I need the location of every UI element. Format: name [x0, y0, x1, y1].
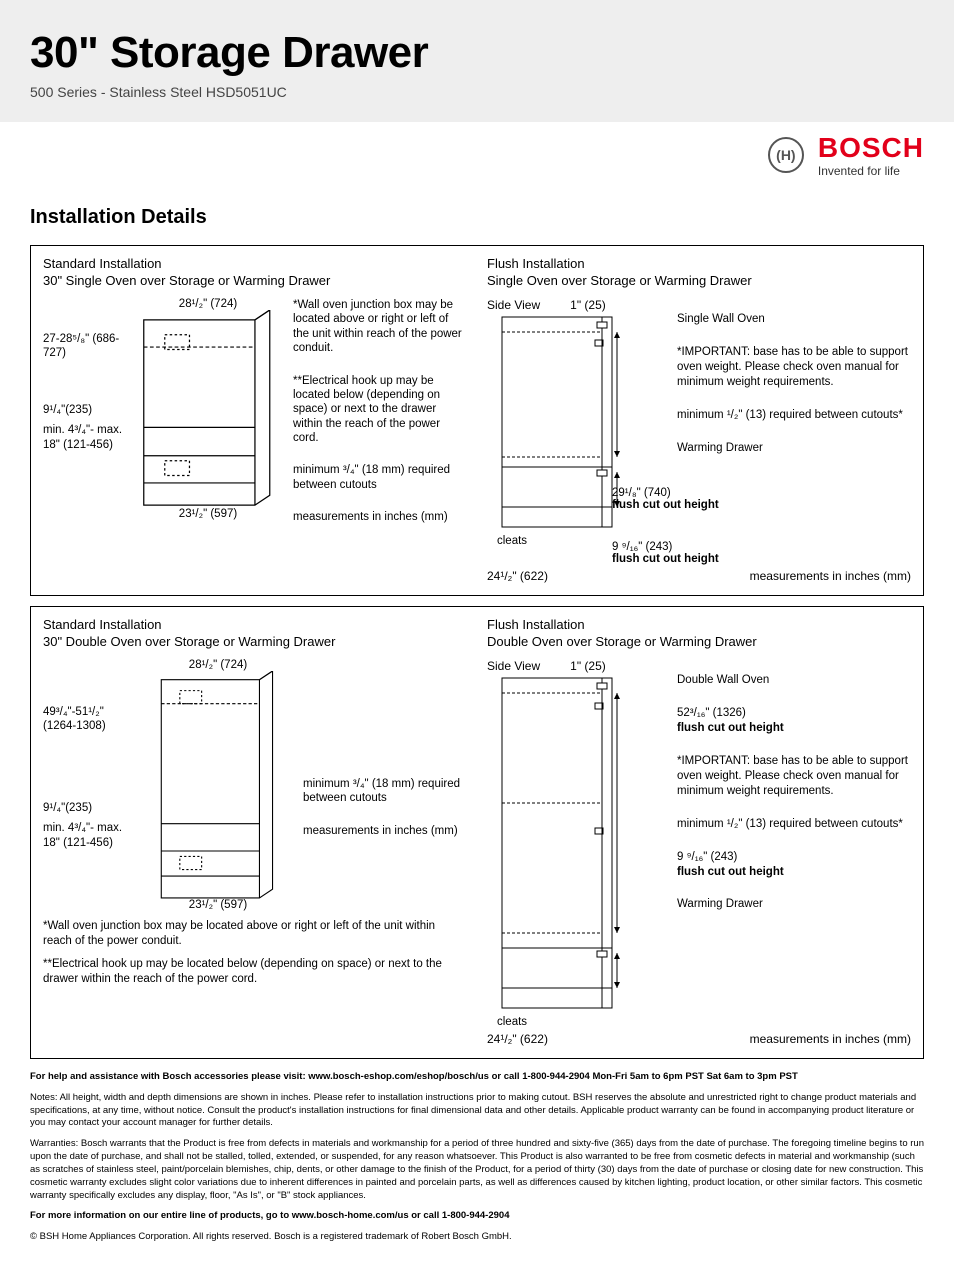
flush-double-svg — [487, 673, 667, 1013]
side-view-label: Side View — [487, 298, 540, 312]
flush-double-subtitle: Double Oven over Storage or Warming Draw… — [487, 634, 911, 649]
page-title: 30" Storage Drawer — [30, 28, 924, 78]
dim-base: min. 4³/₄"- max. 18" (121-456) — [43, 423, 123, 452]
note-between: minimum ³/₄" (18 mm) required between cu… — [303, 777, 467, 806]
oven-title: Double Wall Oven — [677, 673, 911, 688]
cleats-top: 1" (25) — [570, 298, 606, 312]
meas-note: measurements in inches (mm) — [293, 510, 467, 524]
drawer-h: 9 ⁹/₁₆" (243) — [677, 850, 911, 865]
oven-h: 29¹/₈" (740) — [612, 487, 719, 499]
panel-std-single: Standard Installation 30" Single Oven ov… — [43, 256, 467, 583]
flush-figure: cleats — [487, 312, 667, 547]
page-subtitle: 500 Series - Stainless Steel HSD5051UC — [30, 84, 924, 100]
std-single-title: Standard Installation — [43, 256, 467, 271]
dim-height: 49³/₄"-51¹/₂" (1264-1308) — [43, 705, 133, 734]
oven-h: 52³/₁₆" (1326) — [677, 706, 911, 721]
meas-note: measurements in inches (mm) — [750, 1032, 911, 1046]
diagram-box-single: Standard Installation 30" Single Oven ov… — [30, 245, 924, 596]
cabinet-figure-double: 28¹/₂" (724) 23¹/₂" (597) — [143, 659, 293, 911]
oven-flush-label: flush cut out height — [612, 499, 719, 511]
note-between: minimum ³/₄" (18 mm) required between cu… — [293, 463, 467, 492]
meas-note: measurements in inches (mm) — [750, 569, 911, 583]
gap-note: minimum ¹/₂" (13) required between cutou… — [677, 408, 911, 423]
cabinet-figure: 28¹/₂" (724) 23¹/₂" (597) — [133, 298, 283, 543]
panel-flush-double: Flush Installation Double Oven over Stor… — [487, 617, 911, 1046]
drawer-flush-label: flush cut out height — [612, 553, 719, 565]
std-double-subtitle: 30" Double Oven over Storage or Warming … — [43, 634, 467, 649]
footer-more: For more information on our entire line … — [30, 1210, 924, 1223]
section-title: Installation Details — [30, 206, 924, 229]
note-hookup: **Electrical hook up may be located belo… — [293, 374, 467, 446]
drawer-title: Warming Drawer — [677, 897, 911, 912]
cabinet-svg — [133, 310, 283, 520]
flush-single-title: Flush Installation — [487, 256, 911, 271]
panel-flush-single: Flush Installation Single Oven over Stor… — [487, 256, 911, 583]
footer-warranty: Warranties: Bosch warrants that the Prod… — [30, 1138, 924, 1202]
std-single-subtitle: 30" Single Oven over Storage or Warming … — [43, 273, 467, 288]
cleats-top: 1" (25) — [570, 659, 606, 673]
dim-base: min. 4³/₄"- max. 18" (121-456) — [43, 821, 133, 850]
std-double-title: Standard Installation — [43, 617, 467, 632]
side-view-label: Side View — [487, 659, 540, 673]
oven-title: Single Wall Oven — [677, 312, 911, 327]
flush-double-title: Flush Installation — [487, 617, 911, 632]
footer-notes: Notes: All height, width and depth dimen… — [30, 1092, 924, 1130]
dim-top: 28¹/₂" (724) — [133, 298, 283, 310]
brand-block: BOSCH Invented for life — [818, 132, 924, 178]
gap-note: minimum ¹/₂" (13) required between cutou… — [677, 817, 911, 832]
dim-drawer: 9¹/₄"(235) — [43, 801, 133, 815]
bosch-symbol-icon: (H) — [768, 137, 804, 173]
important-note: *IMPORTANT: base has to be able to suppo… — [677, 345, 911, 390]
content: Installation Details Standard Installati… — [0, 196, 954, 1272]
important-note: *IMPORTANT: base has to be able to suppo… — [677, 754, 911, 799]
cleats-label: cleats — [497, 1016, 527, 1028]
meas-note: measurements in inches (mm) — [303, 824, 467, 838]
dim-top: 28¹/₂" (724) — [143, 659, 293, 671]
dim-drawer: 9¹/₄"(235) — [43, 403, 123, 417]
diagram-box-double: Standard Installation 30" Double Oven ov… — [30, 606, 924, 1059]
brand-name: BOSCH — [818, 132, 924, 164]
footer-copyright: © BSH Home Appliances Corporation. All r… — [30, 1231, 924, 1244]
cleats-label: cleats — [497, 535, 527, 547]
flush-figure-double: cleats — [487, 673, 667, 1028]
brand-row: (H) BOSCH Invented for life — [0, 122, 954, 196]
dim-height: 27-28⁵/₈" (686-727) — [43, 332, 123, 361]
oven-flush-label: flush cut out height — [677, 721, 911, 736]
brand-tagline: Invented for life — [818, 164, 924, 178]
depth: 24¹/₂" (622) — [487, 569, 548, 583]
flush-single-subtitle: Single Oven over Storage or Warming Draw… — [487, 273, 911, 288]
depth: 24¹/₂" (622) — [487, 1032, 548, 1046]
page-header: 30" Storage Drawer 500 Series - Stainles… — [0, 0, 954, 122]
drawer-h: 9 ⁹/₁₆" (243) — [612, 541, 719, 553]
cabinet-double-svg — [143, 671, 293, 911]
drawer-flush-label: flush cut out height — [677, 865, 911, 880]
foot1: *Wall oven junction box may be located a… — [43, 919, 467, 949]
footer-help: For help and assistance with Bosch acces… — [30, 1071, 924, 1084]
drawer-title: Warming Drawer — [677, 441, 911, 456]
panel-std-double: Standard Installation 30" Double Oven ov… — [43, 617, 467, 1046]
note-junction: *Wall oven junction box may be located a… — [293, 298, 467, 356]
foot2: **Electrical hook up may be located belo… — [43, 957, 467, 987]
footer: For help and assistance with Bosch acces… — [30, 1071, 924, 1244]
